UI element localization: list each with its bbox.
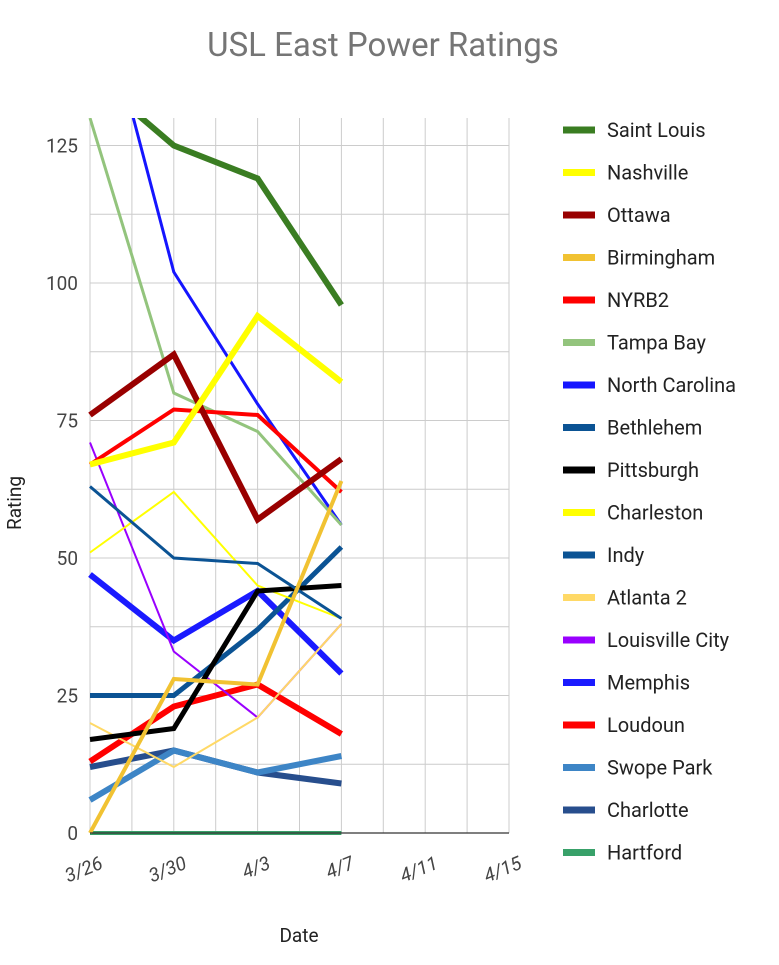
legend-swatch-tampa-bay	[563, 339, 595, 346]
legend-label-memphis: Memphis	[607, 671, 690, 695]
legend-swatch-memphis	[563, 679, 595, 686]
legend-label-pittsburgh: Pittsburgh	[607, 458, 699, 482]
series-line-birmingham	[88, 480, 344, 834]
x-tick-label: 3/26	[61, 851, 105, 887]
series-line-memphis	[88, 572, 344, 676]
series-line-ottawa	[88, 350, 344, 524]
legend-label-north-carolina: North Carolina	[607, 373, 736, 397]
x-tick-label: 4/7	[322, 851, 357, 883]
legend-swatch-ottawa	[563, 211, 595, 219]
series-line-bethlehem	[89, 485, 343, 620]
y-tick-label: 25	[57, 685, 78, 708]
legend-swatch-nashville	[563, 169, 595, 176]
grid	[89, 118, 510, 833]
legend-swatch-atlanta-2	[563, 594, 595, 601]
series-line-north-carolina	[131, 118, 343, 526]
legend-label-nashville: Nashville	[607, 161, 688, 185]
legend-swatch-saint-louis	[563, 126, 595, 134]
series-line-saint-louis	[136, 118, 344, 307]
legend-label-atlanta-2: Atlanta 2	[607, 586, 687, 610]
legend-swatch-hartford	[563, 849, 595, 856]
series-line-pittsburgh	[89, 583, 342, 742]
series-line-swope-park	[88, 747, 342, 803]
x-tick-label: 4/11	[397, 851, 441, 887]
legend-label-loudoun: Loudoun	[607, 713, 685, 737]
y-tick-label: 0	[67, 822, 78, 845]
legend-label-ottawa: Ottawa	[607, 203, 671, 227]
legend-label-hartford: Hartford	[607, 841, 682, 865]
legend-swatch-birmingham	[563, 254, 595, 261]
legend-label-bethlehem: Bethlehem	[607, 416, 702, 440]
legend-label-nyrb2: NYRB2	[607, 288, 669, 312]
series-line-nyrb2	[88, 407, 343, 494]
x-tick-label: 4/3	[239, 851, 274, 883]
chart-title: USL East Power Ratings	[207, 26, 559, 65]
legend-label-charlotte: Charlotte	[607, 798, 689, 822]
series-line-nashville	[89, 311, 344, 468]
y-tick-label: 75	[57, 410, 78, 433]
legend-swatch-loudoun	[563, 721, 595, 729]
legend-label-saint-louis: Saint Louis	[607, 118, 706, 142]
legend-swatch-indy	[563, 551, 595, 559]
legend-swatch-north-carolina	[563, 381, 595, 389]
legend-label-tampa-bay: Tampa Bay	[607, 331, 707, 355]
legend-swatch-louisville-city	[563, 636, 595, 644]
x-axis-ticks: 3/26 3/30 4/3 4/7 4/11 4/15	[61, 851, 525, 887]
legend-label-indy: Indy	[607, 543, 645, 567]
y-tick-label: 50	[57, 547, 78, 570]
legend-label-charleston: Charleston	[607, 501, 703, 525]
legend-label-birmingham: Birmingham	[607, 246, 715, 270]
series-line-atlanta-2	[89, 623, 343, 769]
legend-swatch-swope-park	[563, 764, 595, 771]
legend-swatch-charleston	[563, 509, 595, 516]
legend-swatch-nyrb2	[563, 296, 595, 304]
legend-swatch-charlotte	[563, 806, 595, 814]
legend-label-swope-park: Swope Park	[607, 756, 713, 780]
legend-swatch-bethlehem	[563, 424, 595, 431]
x-axis-label: Date	[279, 924, 318, 947]
legend-swatch-pittsburgh	[563, 466, 595, 474]
y-tick-label: 125	[46, 135, 78, 158]
legend: Saint Louis Nashville Ottawa Birmingham NYRB…	[563, 118, 736, 865]
y-tick-label: 100	[46, 272, 78, 295]
x-tick-label: 3/30	[145, 851, 189, 887]
y-axis-ticks: 0 25 50 75 100 125	[46, 135, 78, 846]
x-tick-label: 4/15	[480, 851, 525, 887]
y-axis-label: Rating	[3, 476, 26, 530]
legend-label-louisville-city: Louisville City	[607, 628, 730, 652]
